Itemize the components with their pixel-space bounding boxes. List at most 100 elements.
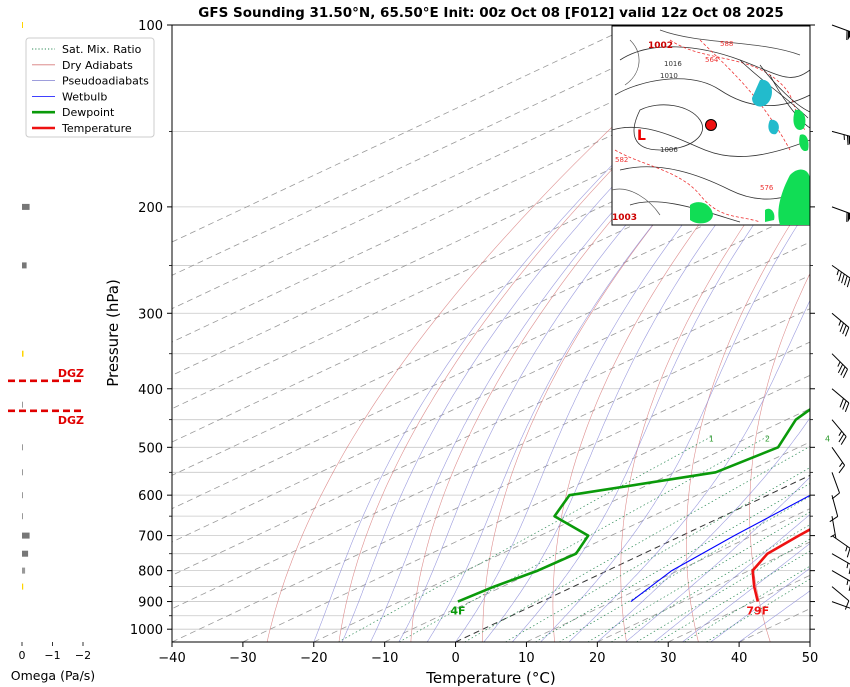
inset-pressure-label: 1006 <box>660 146 678 154</box>
wetbulb-line <box>630 494 810 603</box>
barb-staff <box>831 419 847 437</box>
pseudoadiabat <box>653 514 810 642</box>
inset-pressure-label: 1016 <box>664 60 682 68</box>
temperature-line <box>751 528 810 602</box>
pseudoadiabat <box>682 543 810 642</box>
x-tick-label: −30 <box>229 651 256 666</box>
dewpoint-line <box>457 407 810 603</box>
mixing-ratio-line <box>657 550 810 642</box>
omega-bar <box>22 350 24 357</box>
y-tick-label: 200 <box>138 201 163 216</box>
profile-lines <box>457 407 810 603</box>
wind-barb <box>831 535 850 558</box>
pseudoadiabat <box>540 204 810 642</box>
omega-tick-label: 0 <box>19 649 26 662</box>
inset-pressure-label: 1003 <box>612 213 637 223</box>
mixing-ratio-line <box>636 538 810 642</box>
plot-frame <box>171 24 811 643</box>
wind-barb <box>830 516 837 538</box>
wind-barb <box>831 388 850 412</box>
barb-staff <box>831 553 850 566</box>
mixing-ratio-line <box>464 446 810 642</box>
barb-half <box>846 562 849 569</box>
x-tick-label: −40 <box>158 651 185 666</box>
pseudoadiabat <box>398 131 709 642</box>
omega-bar <box>22 444 23 451</box>
inset-pressure-label: 1010 <box>660 72 678 80</box>
legend: Sat. Mix. Ratio Dry Adiabats Pseudoadiabat… <box>25 37 155 138</box>
y-tick-label: 300 <box>138 307 163 322</box>
low-pressure-symbol: L <box>637 128 646 144</box>
isotherm <box>313 408 810 642</box>
barb-staff <box>831 206 850 215</box>
legend-entry: Sat. Mix. Ratio <box>62 43 142 56</box>
barb-staff <box>831 264 850 279</box>
wind-barb <box>831 570 850 591</box>
barb-staff <box>831 601 850 610</box>
wind-barb <box>831 586 850 610</box>
omega-bar <box>22 262 27 269</box>
y-axis-label: Pressure (hPa) <box>104 279 122 387</box>
barb-staff <box>831 535 850 549</box>
pseudoadiabat <box>370 131 686 642</box>
barb-full <box>840 366 846 376</box>
omega-tick-label: −2 <box>75 649 91 662</box>
barb-full <box>846 135 849 146</box>
isotherm <box>455 474 810 642</box>
x-axis-label: Temperature (°C) <box>425 669 555 687</box>
barb-staff <box>831 353 848 370</box>
isotherm <box>526 508 810 642</box>
surface-dewpoint-label: 4F <box>450 605 465 618</box>
omega-panel: Omega (Pa/s) 0 −1 −2 DGZ DGZ <box>8 22 95 683</box>
barb-full <box>844 327 850 337</box>
wind-barb <box>831 130 850 146</box>
omega-bar <box>22 567 26 574</box>
omega-bar <box>22 583 24 590</box>
barb-half <box>839 462 844 468</box>
barb-full <box>841 273 845 284</box>
dry-adiabat <box>482 48 810 642</box>
y-tick-label: 400 <box>138 383 163 398</box>
barb-full <box>844 402 850 412</box>
barb-full <box>842 325 847 335</box>
y-tick-label: 100 <box>138 19 163 34</box>
barb-full <box>840 436 847 445</box>
mixing-ratio-line <box>558 495 810 642</box>
mixing-ratio-label: 1 <box>709 435 714 444</box>
barb-staff <box>831 447 846 466</box>
wind-barb <box>831 447 846 474</box>
mixing-ratio-line <box>505 467 810 642</box>
barb-full <box>829 516 838 523</box>
isotherm <box>809 641 810 642</box>
wind-barb <box>831 472 840 500</box>
wind-barb <box>831 353 849 378</box>
isotherm <box>172 274 810 576</box>
pseudoadiabat <box>426 131 733 642</box>
background-lines <box>172 25 810 642</box>
barb-staff <box>831 570 850 583</box>
y-tick-label: 700 <box>138 530 163 545</box>
barb-full <box>831 492 840 500</box>
wind-barb <box>831 24 850 41</box>
dry-adiabat <box>266 25 725 642</box>
dry-adiabat <box>620 135 810 642</box>
pseudoadiabat <box>313 131 646 642</box>
y-tick-label: 1000 <box>130 623 163 638</box>
legend-entry: Dewpoint <box>62 106 115 119</box>
omega-bar <box>22 469 23 476</box>
isotherm <box>172 341 810 642</box>
wind-barb <box>831 553 850 575</box>
pseudoadiabat <box>597 417 810 642</box>
isotherm <box>172 41 810 343</box>
barb-staff <box>831 388 850 404</box>
barb-full <box>848 581 850 591</box>
mixing-ratio-line <box>535 483 810 642</box>
barb-full <box>844 600 850 610</box>
barb-full <box>837 364 844 374</box>
y-tick-label: 800 <box>138 565 163 580</box>
barb-staff <box>831 312 850 328</box>
wind-barbs <box>829 24 850 610</box>
barb-half <box>838 320 842 326</box>
